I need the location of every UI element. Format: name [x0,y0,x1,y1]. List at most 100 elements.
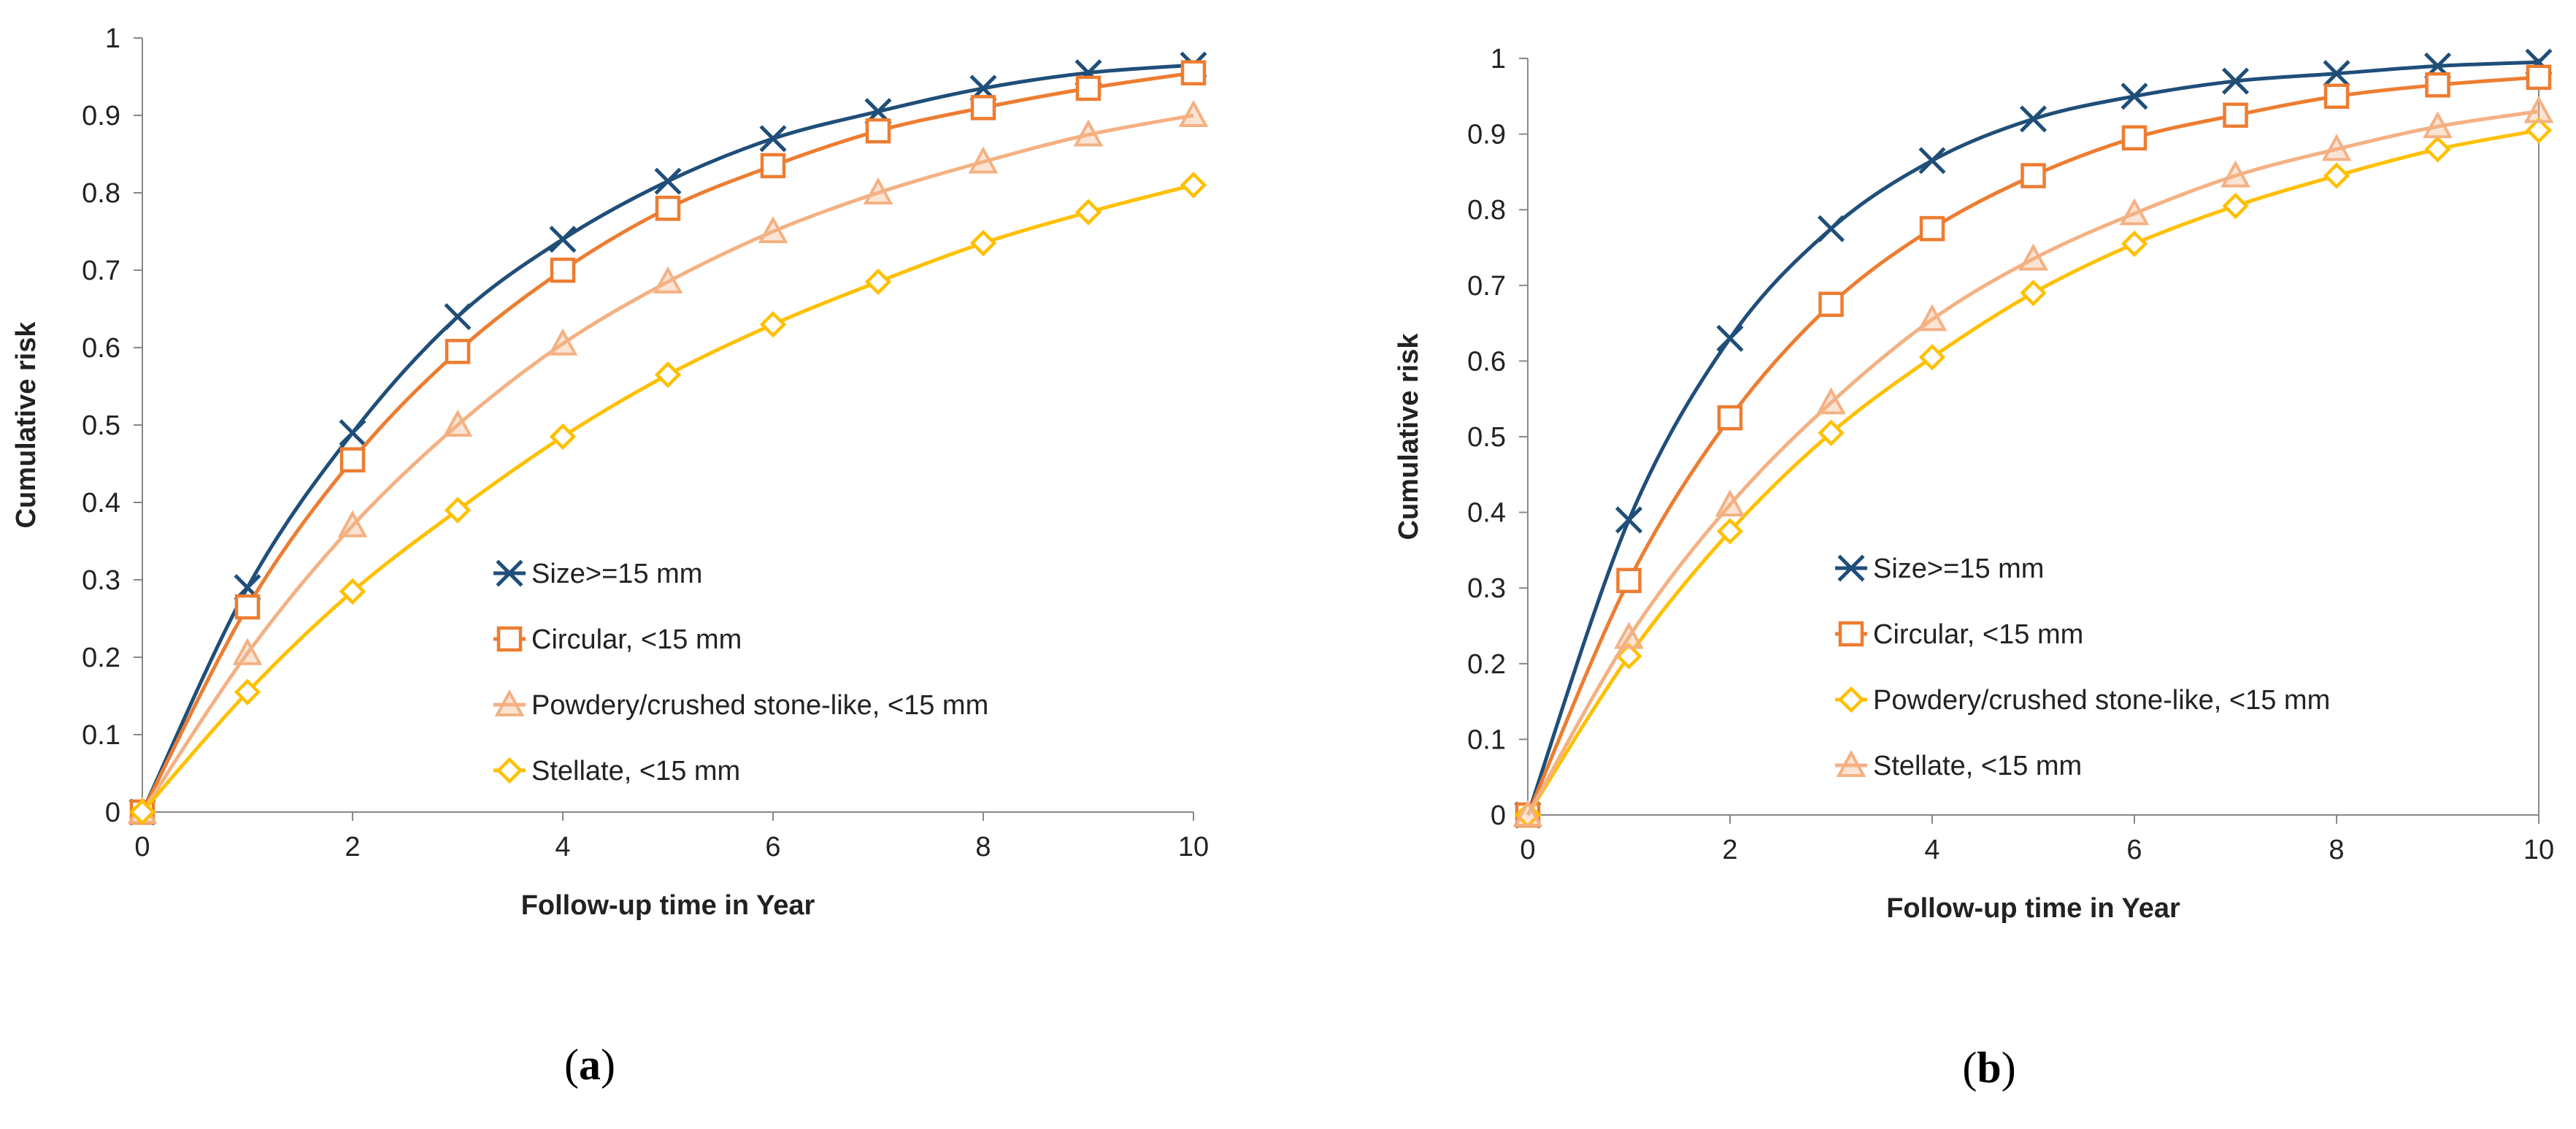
legend-marker [1838,621,1864,647]
y-tick-label: 0.9 [82,101,120,131]
data-point [2523,96,2554,123]
y-tick-label: 0.1 [82,720,120,751]
data-point [2121,83,2148,110]
data-point [2526,64,2552,91]
data-point [1816,387,1846,415]
legend-entry: Circular, <15 mm [531,624,742,655]
data-point [234,678,261,705]
data-point [2221,160,2250,188]
series-diamond [1514,117,2553,829]
y-tick-label: 1 [1491,44,1506,74]
y-tick-label: 0.7 [82,256,120,286]
data-point [1614,621,1644,649]
data-point [444,303,472,331]
x-tick-label: 0 [1520,835,1535,865]
series-diamond [128,172,1207,826]
series-line [1526,60,2540,816]
data-point [2021,163,2046,188]
data-point [2221,67,2250,95]
legend-entry: Powdery/crushed stone-like, <15 mm [531,690,988,721]
legend-entry: Stellate, <15 mm [531,756,740,787]
legend-marker [494,689,525,716]
y-tick-label: 0.2 [82,643,120,673]
panel-label: (a) [564,1041,615,1089]
y-tick-label: 0.3 [82,565,120,596]
data-point [128,798,156,826]
data-point [2525,117,2553,144]
legend-entry: Powdery/crushed stone-like, <15 mm [1873,685,2330,716]
x-tick-label: 8 [975,832,991,862]
y-tick-label: 0.5 [1467,422,1506,453]
data-point [2424,136,2451,163]
data-point [442,409,473,437]
series-line [140,71,1194,814]
data-point [2323,162,2350,189]
legend-marker [496,626,523,652]
data-point [339,447,366,472]
data-point [864,268,892,296]
y-axis-title: Cumulative risk [11,321,42,529]
data-point [2020,279,2047,307]
x-tick-label: 8 [2329,835,2344,865]
x-tick-label: 2 [345,832,360,862]
y-tick-label: 0.4 [1467,498,1506,529]
legend-marker [496,757,523,784]
data-point [970,95,996,120]
data-point [339,419,366,447]
data-point [969,229,997,257]
legend-entry: Size>=15 mm [531,559,702,589]
y-tick-label: 0 [105,797,120,828]
legend-entry: Stellate, <15 mm [1873,751,2082,781]
legend-entry: Size>=15 mm [1873,554,2044,584]
legend: Size>=15 mm Circular, <15 mm Powdery/crush… [1835,554,2330,781]
legend: Size>=15 mm Circular, <15 mm Powdery/crush… [493,559,988,787]
data-point [2425,72,2450,98]
data-point [1180,60,1207,85]
x-tick-label: 4 [1924,835,1939,865]
data-point [1918,147,1946,175]
data-point [2223,102,2248,128]
x-axis-title: Follow-up time in Year [521,890,815,921]
y-tick-label: 0.8 [1467,195,1506,226]
data-point [759,311,787,338]
data-point [2423,111,2453,139]
data-point [654,361,682,389]
x-tick-label: 10 [2523,835,2554,865]
y-tick-label: 1 [105,23,120,54]
x-tick-label: 0 [134,832,150,862]
data-point [1715,489,1745,517]
legend-entry: Circular, <15 mm [1873,619,2083,650]
x-tick-label: 10 [1178,832,1209,862]
y-tick-label: 0.6 [82,333,120,364]
data-point [2019,105,2048,133]
chart-panel-a: 00.10.20.30.40.50.60.70.80.910 2 4 6 8 10Foll… [11,23,1209,1089]
legend-marker [1837,554,1865,582]
data-point [2323,83,2350,110]
x-tick-label: 4 [555,832,570,862]
data-point [549,226,577,253]
data-point [758,215,788,243]
data-point [2018,243,2048,271]
data-point [1512,799,1543,827]
data-point [654,167,682,195]
data-point [1180,172,1207,199]
data-point [1073,119,1104,147]
data-point [444,497,472,524]
data-point [865,118,891,144]
data-point [1615,506,1643,534]
x-axis-title: Follow-up time in Year [1886,893,2180,924]
data-point [1717,405,1743,431]
data-point [2222,192,2249,220]
data-point [1178,99,1209,127]
data-point [1918,344,1946,371]
series-x [1514,48,2553,829]
data-point [1716,518,1744,545]
data-point [1818,291,1844,317]
data-point [760,153,786,179]
data-point [2121,230,2148,258]
y-tick-label: 0.4 [82,488,120,518]
y-tick-label: 0.9 [1467,120,1506,150]
data-point [2323,60,2350,88]
y-tick-label: 0.3 [1467,573,1506,604]
